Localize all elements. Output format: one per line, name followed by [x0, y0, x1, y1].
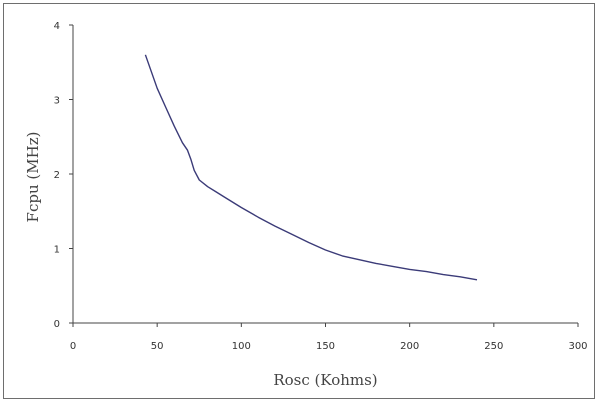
x-axis-title: Rosc (Kohms) — [273, 371, 377, 389]
x-tick-label: 300 — [568, 341, 587, 352]
series-layer — [144, 54, 478, 281]
x-tick-label: 100 — [232, 341, 251, 352]
axes — [72, 25, 578, 324]
y-tick-label: 4 — [54, 21, 60, 32]
x-tick-label: 50 — [151, 341, 164, 352]
x-tick-label: 250 — [484, 341, 503, 352]
x-tick-label: 0 — [70, 341, 76, 352]
x-tick-label: 150 — [316, 341, 335, 352]
y-ticks: 0 1 2 3 4 — [54, 21, 73, 330]
y-tick-label: 1 — [54, 245, 60, 256]
chart-frame — [3, 3, 595, 399]
y-tick-label: 3 — [54, 96, 60, 107]
series-line — [144, 54, 478, 281]
y-axis-title: Fcpu (MHz) — [24, 132, 42, 223]
y-tick-label: 2 — [54, 170, 60, 181]
x-ticks: 0 50 100 150 200 250 300 — [70, 323, 588, 352]
y-tick-label: 0 — [54, 319, 60, 330]
x-tick-label: 200 — [400, 341, 419, 352]
